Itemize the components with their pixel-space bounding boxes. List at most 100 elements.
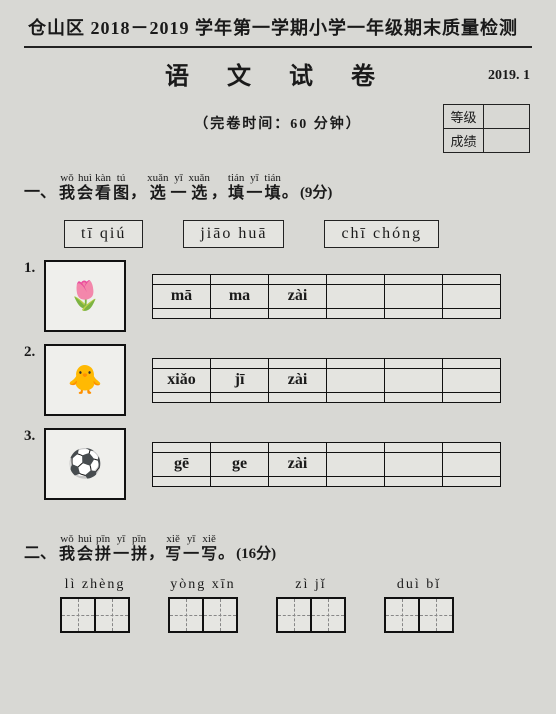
hanzi: 拼	[131, 547, 147, 563]
grid-cell: zài	[269, 368, 327, 392]
tianzige-grid	[168, 597, 238, 633]
item-number: 2.	[24, 344, 44, 361]
main-title: 语 文 试 卷	[24, 56, 532, 91]
hanzi: 会	[77, 186, 93, 202]
grid-cell: jī	[211, 368, 269, 392]
hanzi: 一	[246, 186, 262, 202]
pinyin: pīn	[96, 534, 110, 545]
pinyin: tián	[264, 173, 281, 184]
grid-cell-bottom	[385, 476, 443, 486]
grid-cell-top	[385, 442, 443, 452]
grid-cell: xiǎo	[153, 368, 211, 392]
hanzi: 选	[191, 186, 207, 202]
ruby-char: wǒ我	[59, 173, 75, 202]
grid-cell-top	[153, 274, 211, 284]
grid-cell-bottom	[153, 392, 211, 402]
ruby-char: xuǎn选	[189, 173, 210, 202]
tianzige-cell	[385, 598, 419, 632]
ruby-char: pīn 拼	[95, 534, 111, 563]
pinyin: yī	[174, 173, 183, 184]
grid-cell	[385, 284, 443, 308]
header-divider	[24, 46, 532, 48]
grid-cell-bottom	[153, 476, 211, 486]
grid-cell-bottom	[443, 308, 501, 318]
hanzi: 填	[228, 186, 244, 202]
hanzi: 图	[113, 186, 129, 202]
question-1: 一、 wǒ我huì会kàn看tú图 ， xuǎn选yī一xuǎn选 ， tián…	[24, 173, 532, 500]
q2-pinyin: duì bǐ	[397, 577, 441, 593]
answer-grid: gēgezài	[152, 442, 501, 487]
q2-pinyin: yòng xīn	[170, 577, 235, 593]
picture-box: 🌷	[44, 260, 126, 332]
grid-cell-top	[153, 358, 211, 368]
tianzige-grid	[276, 597, 346, 633]
ruby-char: yī 一	[183, 534, 199, 563]
grid-cell-top	[443, 442, 501, 452]
grid-cell	[327, 284, 385, 308]
grid-cell-top	[153, 442, 211, 452]
q2-pinyin: lì zhèng	[65, 577, 126, 593]
hanzi: 一	[183, 547, 199, 563]
pinyin: tú	[117, 173, 126, 184]
grade-level-value	[484, 105, 530, 129]
pinyin: pīn	[132, 534, 146, 545]
grid-cell-bottom	[385, 308, 443, 318]
grid-cell-top	[443, 358, 501, 368]
grid-cell-top	[269, 358, 327, 368]
grid-cell-top	[269, 274, 327, 284]
answer-grid: māmazài	[152, 274, 501, 319]
picture-box: 🐥	[44, 344, 126, 416]
grade-score-label: 成绩	[444, 129, 484, 153]
q1-period: 。	[282, 178, 298, 202]
grid-cell-top	[269, 442, 327, 452]
ruby-char: tú 图	[113, 173, 129, 202]
ruby-char: kàn看	[95, 173, 111, 202]
question-2: 二、 wǒ我huì会pīn拼yī一pīn拼 ， xiě写yī一xiě写 。 (1…	[24, 534, 532, 633]
grid-cell-top	[211, 358, 269, 368]
grid-cell	[385, 368, 443, 392]
pinyin: yī	[187, 534, 196, 545]
grade-score-value	[484, 129, 530, 153]
grid-cell	[385, 452, 443, 476]
q2-word-item: zì jǐ	[276, 577, 346, 633]
q1-score: (9分)	[300, 181, 333, 202]
grid-cell	[327, 368, 385, 392]
grid-cell-bottom	[327, 308, 385, 318]
grid-cell-bottom	[269, 392, 327, 402]
grid-cell	[443, 284, 501, 308]
grid-cell-bottom	[211, 308, 269, 318]
q2-word-item: duì bǐ	[384, 577, 454, 633]
tianzige-cell	[61, 598, 95, 632]
q2-pinyin: zì jǐ	[295, 577, 326, 593]
grid-cell-bottom	[269, 308, 327, 318]
hanzi: 看	[95, 186, 111, 202]
q2-word-item: lì zhèng	[60, 577, 130, 633]
grid-cell-top	[443, 274, 501, 284]
ruby-char: yī一	[170, 173, 186, 202]
q1-comma1: ，	[130, 178, 146, 202]
pinyin: yī	[250, 173, 259, 184]
grid-cell-bottom	[269, 476, 327, 486]
tianzige-cell	[311, 598, 345, 632]
pinyin: wǒ	[60, 534, 73, 545]
grid-cell-top	[385, 358, 443, 368]
ruby-char: xuǎn选	[147, 173, 168, 202]
ruby-char: wǒ我	[59, 534, 75, 563]
q1-item-row: 1.🌷māmazài	[24, 260, 532, 332]
grid-cell-top	[211, 274, 269, 284]
grid-cell-bottom	[385, 392, 443, 402]
pinyin: tián	[228, 173, 245, 184]
grid-cell-bottom	[443, 392, 501, 402]
hanzi: 填	[265, 186, 281, 202]
ruby-char: pīn 拼	[131, 534, 147, 563]
hanzi: 一	[113, 547, 129, 563]
q2-period: 。	[218, 539, 234, 563]
hanzi: 拼	[95, 547, 111, 563]
item-number: 3.	[24, 428, 44, 445]
q2-score: (16分)	[236, 542, 276, 563]
picture-box: ⚽	[44, 428, 126, 500]
hanzi: 我	[59, 186, 75, 202]
tianzige-cell	[95, 598, 129, 632]
tianzige-cell	[203, 598, 237, 632]
tianzige-grid	[60, 597, 130, 633]
